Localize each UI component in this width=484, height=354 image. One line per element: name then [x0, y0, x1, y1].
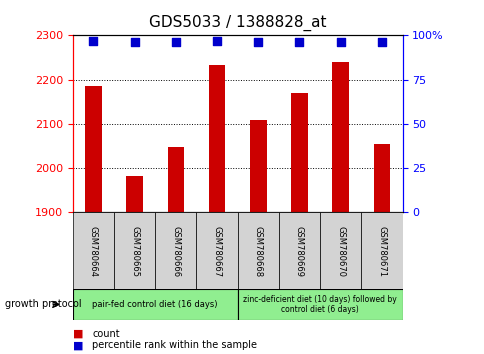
- Text: count: count: [92, 329, 120, 339]
- Text: GSM780665: GSM780665: [130, 226, 139, 277]
- Bar: [237, 212, 278, 290]
- Text: GSM780664: GSM780664: [89, 226, 98, 277]
- Text: growth protocol: growth protocol: [5, 299, 81, 309]
- Bar: [73, 212, 114, 290]
- Bar: [155, 212, 196, 290]
- Point: [336, 40, 344, 45]
- Bar: [196, 212, 237, 290]
- Text: GSM780667: GSM780667: [212, 226, 221, 277]
- Bar: [126, 176, 143, 212]
- Text: ■: ■: [73, 340, 83, 350]
- Bar: [278, 212, 319, 290]
- Point: [212, 38, 220, 44]
- Text: GSM780666: GSM780666: [171, 226, 180, 277]
- Bar: [373, 144, 389, 212]
- Bar: [167, 147, 184, 212]
- Text: GSM780671: GSM780671: [377, 226, 386, 277]
- Point: [89, 38, 97, 44]
- Point: [171, 40, 179, 45]
- Text: GSM780670: GSM780670: [335, 226, 345, 277]
- Text: GSM780668: GSM780668: [253, 226, 262, 277]
- Bar: [237, 289, 402, 320]
- Text: ■: ■: [73, 329, 83, 339]
- Text: zinc-deficient diet (10 days) followed by
control diet (6 days): zinc-deficient diet (10 days) followed b…: [242, 295, 396, 314]
- Bar: [290, 93, 307, 212]
- Point: [378, 40, 385, 45]
- Point: [254, 40, 261, 45]
- Bar: [361, 212, 402, 290]
- Bar: [114, 212, 155, 290]
- Text: percentile rank within the sample: percentile rank within the sample: [92, 340, 257, 350]
- Title: GDS5033 / 1388828_at: GDS5033 / 1388828_at: [149, 15, 326, 31]
- Bar: [250, 120, 266, 212]
- Point: [130, 40, 138, 45]
- Bar: [319, 212, 361, 290]
- Bar: [73, 289, 237, 320]
- Bar: [209, 65, 225, 212]
- Bar: [332, 62, 348, 212]
- Text: GSM780669: GSM780669: [294, 226, 303, 277]
- Text: pair-fed control diet (16 days): pair-fed control diet (16 days): [92, 300, 217, 309]
- Point: [295, 40, 303, 45]
- Bar: [85, 86, 102, 212]
